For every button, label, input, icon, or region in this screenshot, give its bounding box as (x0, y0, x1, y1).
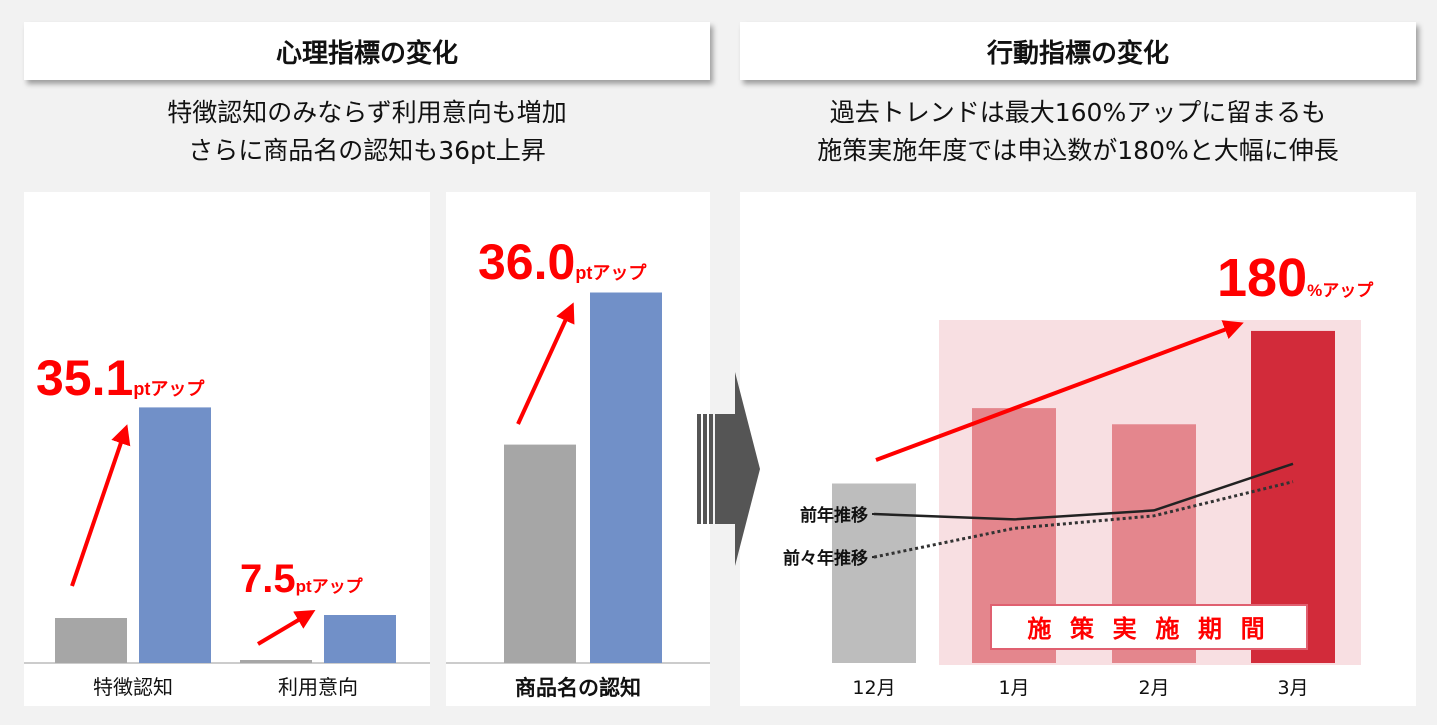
increase-arrow (875, 320, 1244, 462)
month-label: 12月 (852, 677, 895, 699)
bar-before (504, 444, 576, 663)
increase-arrow (516, 302, 575, 425)
bar-before (240, 660, 312, 663)
left-subtitle: 特徴認知のみならず利用意向も増加 さらに商品名の認知も36pt上昇 (24, 94, 710, 170)
series-label: 前年推移 (800, 505, 868, 526)
increase-arrow (70, 424, 131, 587)
right-section-header: 行動指標の変化 (740, 22, 1416, 80)
left-subtitle-line2: さらに商品名の認知も36pt上昇 (188, 136, 546, 165)
bar-before (55, 618, 127, 663)
implementation-period-label: 施 策 実 施 期 間 (1027, 615, 1270, 643)
month-label: 1月 (998, 677, 1029, 699)
transition-arrow (697, 372, 760, 566)
increase-label: 35.1ptアップ (36, 350, 205, 406)
left-section-header: 心理指標の変化 (24, 22, 710, 80)
increase-label: 180%アップ (1217, 248, 1374, 308)
two-years-ago-line (873, 480, 1294, 559)
month-label: 2月 (1138, 677, 1169, 699)
right-subtitle: 過去トレンドは最大160%アップに留まるも 施策実施年度では申込数が180%と大… (740, 94, 1416, 170)
category-label: 利用意向 (278, 675, 358, 699)
bar-after (590, 292, 662, 663)
increase-arrow (256, 609, 316, 646)
product-name-panel (446, 192, 710, 706)
increase-label: 36.0ptアップ (478, 234, 647, 290)
right-subtitle-line1: 過去トレンドは最大160%アップに留まるも (829, 98, 1327, 127)
increase-label: 7.5ptアップ (240, 557, 364, 601)
bar-after (139, 407, 211, 663)
right-subtitle-line2: 施策実施年度では申込数が180%と大幅に伸長 (817, 136, 1339, 165)
left-subtitle-line1: 特徴認知のみならず利用意向も増加 (167, 98, 567, 127)
month-label: 3月 (1277, 677, 1308, 699)
category-label: 商品名の認知 (515, 676, 641, 700)
series-label: 前々年推移 (783, 548, 868, 569)
previous-year-line (873, 462, 1294, 521)
bar-after (324, 615, 396, 663)
implementation-period-box (990, 604, 1308, 650)
category-label: 特徴認知 (93, 675, 173, 699)
